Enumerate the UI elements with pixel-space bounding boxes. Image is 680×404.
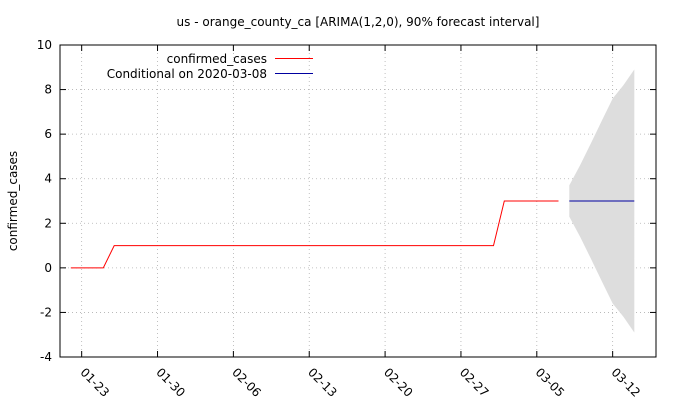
x-tick-label: 02-20 xyxy=(381,365,416,400)
y-tick-label: 6 xyxy=(44,127,52,141)
plot-frame xyxy=(59,44,657,358)
x-axis-ticks: 01-23 01-30 02-06 02-13 02-20 02-27 03-05 03-12 xyxy=(78,45,644,400)
legend-label-conditional: Conditional on 2020-03-08 xyxy=(107,67,267,81)
y-tick-label: 10 xyxy=(37,38,52,52)
y-tick-label: 4 xyxy=(44,172,52,186)
x-tick-label: 02-27 xyxy=(457,365,492,400)
y-axis-ticks: -4 -2 0 2 4 6 8 10 xyxy=(37,38,656,364)
y-tick-label: 0 xyxy=(44,261,52,275)
series-lines xyxy=(70,200,635,269)
x-tick-label: 02-13 xyxy=(305,365,340,400)
legend-label-confirmed-cases: confirmed_cases xyxy=(167,52,267,66)
y-tick-label: -4 xyxy=(40,350,52,364)
gridlines xyxy=(60,45,656,357)
x-tick-label: 02-06 xyxy=(229,365,264,400)
x-tick-label: 03-05 xyxy=(533,365,568,400)
y-tick-label: 8 xyxy=(44,83,52,97)
y-tick-label: 2 xyxy=(44,216,52,230)
legend: confirmed_cases Conditional on 2020-03-0… xyxy=(107,52,313,81)
y-axis-label: confirmed_cases xyxy=(6,151,20,251)
y-tick-label: -2 xyxy=(40,305,52,319)
chart-title: us - orange_county_ca [ARIMA(1,2,0), 90%… xyxy=(177,15,540,29)
x-tick-label: 01-30 xyxy=(153,365,188,400)
x-tick-label: 03-12 xyxy=(609,365,644,400)
confirmed-cases-line xyxy=(70,200,559,269)
x-tick-label: 01-23 xyxy=(78,365,113,400)
